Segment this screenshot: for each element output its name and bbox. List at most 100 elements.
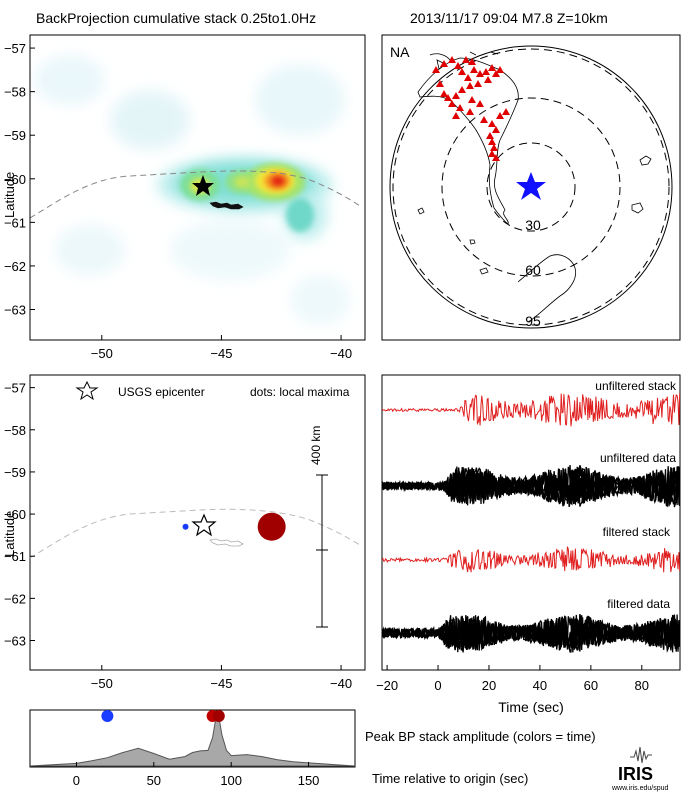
station-triangle bbox=[488, 120, 496, 127]
scale-label: 400 km bbox=[309, 426, 323, 465]
globe-outline bbox=[389, 45, 673, 329]
legend-usgs: USGS epicenter bbox=[118, 385, 205, 399]
station-triangle bbox=[458, 68, 466, 75]
lat-tick-label: −63 bbox=[4, 634, 26, 649]
globe-frame bbox=[381, 34, 681, 341]
top-left-ticks: −57 −58 −59 −60 −61 −62 −63 −50 −45 −40 bbox=[4, 41, 352, 361]
island-bottom bbox=[209, 538, 244, 547]
station-triangle bbox=[440, 90, 448, 97]
label-unfiltered-stack: unfiltered stack bbox=[595, 379, 677, 393]
station-triangle bbox=[468, 96, 476, 103]
legend-star-icon bbox=[75, 380, 99, 401]
right-title: 2013/11/17 09:04 M7.8 Z=10km bbox=[410, 10, 608, 26]
maxima-dot bbox=[182, 523, 189, 530]
station-triangle bbox=[466, 82, 474, 89]
station-triangle bbox=[492, 126, 500, 133]
lat-tick-label: −61 bbox=[4, 215, 26, 230]
label-filtered-stack: filtered stack bbox=[603, 525, 671, 539]
station-triangle bbox=[448, 100, 456, 107]
coast-fragment-a bbox=[417, 155, 652, 275]
globe-label: NA bbox=[390, 44, 410, 60]
station-triangle bbox=[462, 56, 470, 63]
station-triangle bbox=[440, 60, 448, 67]
timeline-frame bbox=[29, 709, 356, 768]
island-top bbox=[209, 201, 244, 210]
lat-tick-label: −58 bbox=[4, 423, 26, 438]
lat-tick-label: −63 bbox=[4, 303, 26, 318]
waveform-trace bbox=[382, 615, 680, 653]
heatmap-panel bbox=[29, 34, 366, 341]
time-tick-label: 80 bbox=[635, 678, 649, 693]
lon-tick-label: −50 bbox=[91, 346, 113, 361]
lon-tick-label: −50 bbox=[91, 676, 113, 691]
station-triangle bbox=[488, 64, 496, 71]
local-maxima-dots bbox=[182, 512, 286, 541]
event-star-globe bbox=[516, 172, 546, 200]
usgs-epicenter-star bbox=[191, 513, 217, 537]
heatmap-blobs bbox=[35, 55, 350, 325]
waveform-trace bbox=[382, 614, 680, 653]
plate-boundary-bottom bbox=[29, 508, 361, 559]
label-filtered-data: filtered data bbox=[607, 597, 670, 611]
bottom-left-ticks: −57 −58 −59 −60 −61 −62 −63 −50 −45 −40 bbox=[4, 381, 352, 691]
station-triangle bbox=[454, 62, 462, 69]
station-triangle bbox=[448, 56, 456, 63]
lat-tick-label: −61 bbox=[4, 549, 26, 564]
lat-tick-label: −60 bbox=[4, 172, 26, 187]
waveform-panel: unfiltered stack unfiltered data filtere… bbox=[376, 374, 681, 715]
stations bbox=[432, 56, 510, 161]
ring-60 bbox=[441, 97, 621, 277]
station-triangle bbox=[488, 150, 496, 157]
station-triangle bbox=[486, 132, 494, 139]
lat-tick-label: −57 bbox=[4, 41, 26, 56]
lat-tick-label: −62 bbox=[4, 259, 26, 274]
lat-tick-label: −59 bbox=[4, 128, 26, 143]
lat-tick-label: −57 bbox=[4, 381, 26, 396]
timeline-panel: 0 50 100 150 Peak BP stack amplitude (color… bbox=[29, 709, 596, 788]
maxima-dot bbox=[257, 512, 286, 541]
station-triangle bbox=[464, 74, 472, 81]
lon-tick-label: −45 bbox=[210, 676, 232, 691]
caption-bottom: Time relative to origin (sec) bbox=[372, 771, 528, 786]
globe-panel: NA 30 60 95 bbox=[381, 34, 681, 341]
label-unfiltered-data: unfiltered data bbox=[600, 451, 676, 465]
lon-tick-label: −45 bbox=[210, 346, 232, 361]
bottom-left-frame bbox=[29, 374, 366, 671]
station-triangle bbox=[468, 58, 476, 65]
station-triangle bbox=[466, 108, 474, 115]
waveform-frame bbox=[381, 374, 681, 671]
caption-top: Peak BP stack amplitude (colors = time) bbox=[365, 729, 596, 744]
logo-sub: www.iris.edu/spud bbox=[611, 785, 669, 792]
station-triangle bbox=[444, 94, 452, 101]
ring-95 bbox=[392, 48, 670, 326]
maxima-panel: USGS epicenter dots: local maxima 400 km bbox=[29, 374, 366, 671]
station-triangle bbox=[480, 116, 488, 123]
lat-tick-label: −59 bbox=[4, 465, 26, 480]
lon-tick-label: −40 bbox=[330, 676, 352, 691]
waveform-xlabel: Time (sec) bbox=[498, 699, 564, 715]
south-america-coast bbox=[417, 57, 519, 225]
lat-tick-label: −58 bbox=[4, 85, 26, 100]
time-tick-label: 0 bbox=[434, 678, 441, 693]
station-triangle bbox=[458, 86, 466, 93]
station-triangle bbox=[492, 154, 500, 161]
station-triangle bbox=[488, 138, 496, 145]
logo-text: IRIS bbox=[618, 764, 653, 784]
epicenter-star-top bbox=[192, 175, 214, 196]
station-triangle bbox=[436, 80, 444, 87]
station-triangle bbox=[470, 66, 478, 73]
time-tick-label: 40 bbox=[533, 678, 547, 693]
timeline-tick-label: 150 bbox=[298, 773, 320, 788]
station-triangle bbox=[476, 70, 484, 77]
lon-tick-label: −40 bbox=[330, 346, 352, 361]
station-triangle bbox=[496, 112, 504, 119]
logo-wave-icon bbox=[630, 746, 652, 764]
ring-label-30: 30 bbox=[525, 217, 541, 233]
antarctica-coast bbox=[517, 254, 577, 323]
station-triangle bbox=[474, 80, 482, 87]
time-tick-label: 20 bbox=[482, 678, 496, 693]
top-left-frame bbox=[29, 34, 366, 341]
ring-label-60: 60 bbox=[525, 262, 541, 278]
station-triangle bbox=[482, 68, 490, 75]
